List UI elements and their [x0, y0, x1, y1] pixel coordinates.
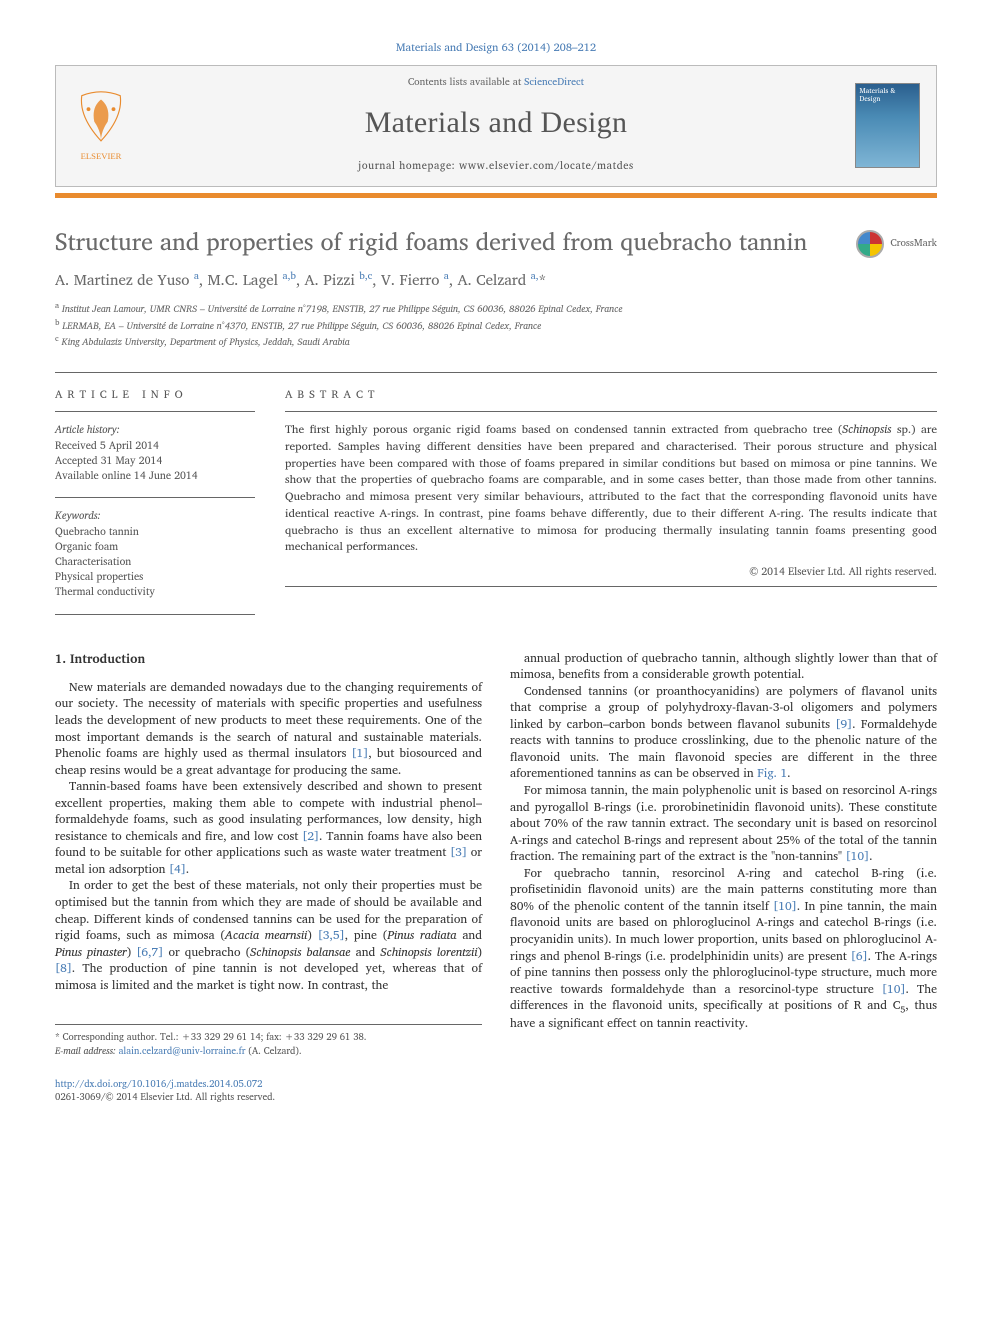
sciencedirect-link[interactable]: ScienceDirect — [524, 74, 584, 90]
elsevier-logo: ELSEVIER — [66, 88, 136, 163]
issn-copyright: 0261-3069/© 2014 Elsevier Ltd. All right… — [55, 1090, 275, 1105]
left-column: 1. Introduction New materials are demand… — [55, 651, 482, 1105]
contents-prefix: Contents lists available at — [408, 74, 524, 90]
journal-header: ELSEVIER Contents lists available at Sci… — [55, 65, 937, 187]
crossmark-badge[interactable]: CrossMark — [856, 230, 937, 258]
body-paragraph: For quebracho tannin, resorcinol A-ring … — [510, 866, 937, 1033]
divider — [285, 586, 937, 587]
copyright-line: © 2014 Elsevier Ltd. All rights reserved… — [285, 564, 937, 578]
abstract-heading: ABSTRACT — [285, 373, 937, 412]
elsevier-logo-container: ELSEVIER — [56, 66, 146, 186]
svg-text:ELSEVIER: ELSEVIER — [81, 152, 122, 162]
divider — [285, 411, 937, 412]
cover-title: Materials & Design — [860, 88, 915, 103]
corresponding-author-footer: * Corresponding author. Tel.: +33 329 29… — [55, 1024, 482, 1057]
journal-cover-thumb: Materials & Design — [855, 83, 920, 168]
homepage-prefix: journal homepage: — [358, 156, 459, 174]
journal-homepage-line: journal homepage: www.elsevier.com/locat… — [151, 158, 841, 172]
journal-homepage-url[interactable]: www.elsevier.com/locate/matdes — [459, 156, 634, 174]
affiliation-c: c King Abdulaziz University, Department … — [55, 333, 937, 349]
email-link[interactable]: alain.celzard@univ-lorraine.fr — [119, 1044, 246, 1059]
body-paragraph: New materials are demanded nowadays due … — [55, 680, 482, 779]
citation-line: Materials and Design 63 (2014) 208–212 — [55, 40, 937, 55]
crossmark-icon — [856, 230, 884, 258]
body-paragraph: Tannin-based foams have been extensively… — [55, 779, 482, 878]
doi-block: http://dx.doi.org/10.1016/j.matdes.2014.… — [55, 1078, 482, 1105]
body-paragraph: Condensed tannins (or proanthocyanidins)… — [510, 684, 937, 783]
email-label: E-mail address: — [55, 1044, 119, 1059]
divider — [55, 614, 255, 615]
email-suffix: (A. Celzard). — [245, 1044, 301, 1059]
section-1-heading: 1. Introduction — [55, 651, 482, 668]
body-paragraph: annual production of quebracho tannin, a… — [510, 651, 937, 684]
right-paragraphs: annual production of quebracho tannin, a… — [510, 651, 937, 1033]
article-history: Article history: Received 5 April 2014 A… — [55, 422, 255, 483]
keywords-block: Keywords: Quebracho tannin Organic foam … — [55, 508, 255, 599]
right-column: annual production of quebracho tannin, a… — [510, 651, 937, 1105]
body-columns: 1. Introduction New materials are demand… — [55, 651, 937, 1105]
divider — [55, 497, 255, 498]
corresponding-author-line: * Corresponding author. Tel.: +33 329 29… — [55, 1031, 482, 1044]
abstract-text: The first highly porous organic rigid fo… — [285, 422, 937, 555]
affiliations: a Institut Jean Lamour, UMR CNRS – Unive… — [55, 300, 937, 349]
body-paragraph: For mimosa tannin, the main polyphenolic… — [510, 783, 937, 866]
article-title: Structure and properties of rigid foams … — [55, 228, 856, 256]
author-list: A. Martinez de Yuso a, M.C. Lagel a,b, A… — [55, 270, 937, 290]
keyword: Thermal conductivity — [55, 584, 255, 599]
journal-cover-container: Materials & Design — [846, 66, 936, 186]
left-paragraphs: New materials are demanded nowadays due … — [55, 680, 482, 994]
crossmark-label: CrossMark — [890, 237, 937, 251]
journal-name: Materials and Design — [151, 103, 841, 144]
affiliation-a: a Institut Jean Lamour, UMR CNRS – Unive… — [55, 300, 937, 316]
history-online: Available online 14 June 2014 — [55, 468, 255, 483]
body-paragraph: In order to get the best of these materi… — [55, 878, 482, 994]
contents-available-line: Contents lists available at ScienceDirec… — [151, 76, 841, 90]
divider — [55, 411, 255, 412]
orange-divider — [55, 193, 937, 198]
email-line: E-mail address: alain.celzard@univ-lorra… — [55, 1045, 482, 1058]
affiliation-b: b LERMAB, EA – Université de Lorraine n°… — [55, 317, 937, 333]
article-info-heading: ARTICLE INFO — [55, 373, 255, 412]
